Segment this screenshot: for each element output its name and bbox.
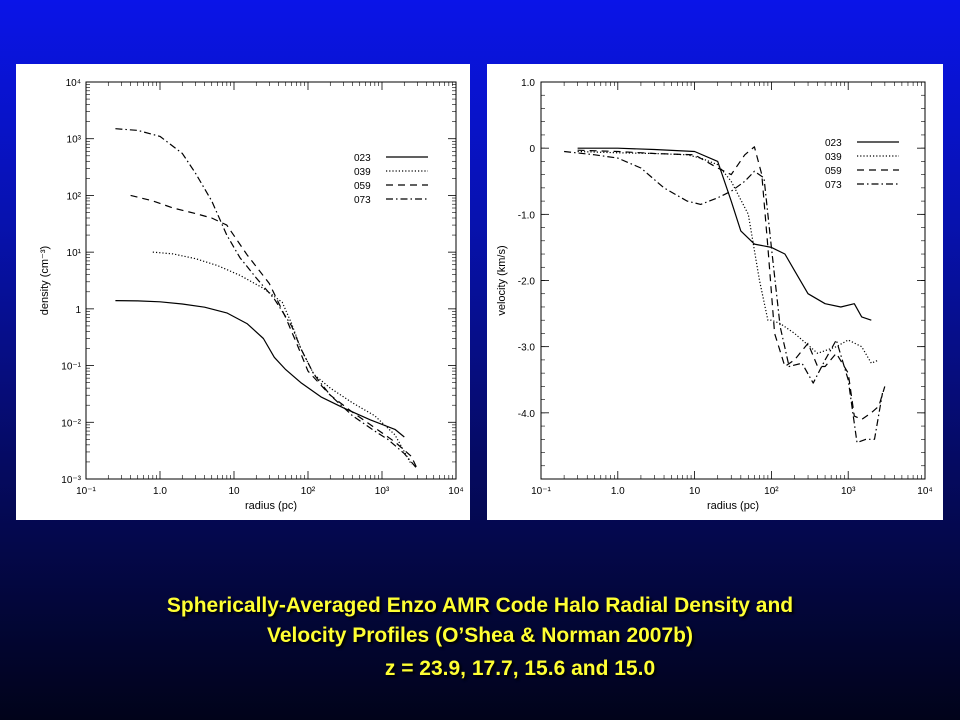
density-legend-label-073: 073: [354, 195, 371, 206]
velocity-x-tick-label: 10⁻¹: [531, 486, 551, 497]
density-x-tick-label: 1.0: [153, 486, 167, 497]
density-y-tick-label: 1: [75, 305, 81, 316]
density-series-039: [152, 251, 412, 465]
density-series-059: [130, 194, 418, 470]
density-y-tick-label: 10²: [67, 191, 82, 202]
density-x-tick-label: 10³: [375, 486, 390, 497]
density-legend-label-023: 023: [354, 153, 371, 164]
density-legend-label-059: 059: [354, 181, 371, 192]
density-x-tick-label: 10⁻¹: [76, 486, 96, 497]
density-chart: 10⁻¹ 1.0 10 10² 10³ 10⁴ 10⁻³ 10⁻² 10⁻¹ 1 10¹ 10² 10³…: [39, 78, 464, 512]
velocity-x-tick-label: 10²: [764, 486, 779, 497]
velocity-legend-label-023: 023: [825, 138, 842, 149]
caption-line-3: z = 23.9, 17.7, 15.6 and 15.0: [384, 657, 656, 680]
velocity-y-tick-label: -2.0: [518, 277, 536, 288]
velocity-y-tick-label: -1.0: [518, 210, 536, 221]
density-y-tick-label: 10⁻³: [61, 475, 81, 486]
density-x-tick-label: 10⁴: [448, 486, 463, 497]
caption-line-2: Velocity Profiles (O’Shea & Norman 2007b…: [267, 624, 693, 647]
velocity-y-axis-label: velocity (km/s): [496, 245, 508, 315]
velocity-x-tick-label: 10³: [841, 486, 856, 497]
density-x-tick-label: 10²: [301, 486, 316, 497]
density-x-axis-label: radius (pc): [245, 500, 297, 512]
density-series-073: [115, 128, 418, 470]
density-y-tick-label: 10¹: [67, 248, 82, 259]
caption-line-1: Spherically-Averaged Enzo AMR Code Halo …: [166, 594, 794, 617]
density-y-axis-label: density (cm⁻³): [39, 246, 51, 315]
velocity-series-073: [564, 150, 884, 444]
density-y-tick-label: 10⁻¹: [61, 362, 81, 373]
velocity-x-axis-label: radius (pc): [707, 500, 759, 512]
density-y-tick-label: 10⁴: [66, 78, 81, 89]
velocity-chart-panel: 10⁻¹ 1.0 10 10² 10³ 10⁴ -4.0 -3.0 -2.0 -1.0 0 1.0 ra…: [487, 64, 943, 520]
density-y-tick-label: 10⁻²: [61, 418, 81, 429]
density-chart-panel: 10⁻¹ 1.0 10 10² 10³ 10⁴ 10⁻³ 10⁻² 10⁻¹ 1 10¹ 10² 10³…: [16, 64, 470, 520]
density-y-tick-label: 10³: [67, 135, 82, 146]
velocity-legend-label-039: 039: [825, 152, 842, 163]
density-plot-frame: [85, 81, 457, 480]
density-legend-label-039: 039: [354, 167, 371, 178]
velocity-y-tick-label: -4.0: [518, 409, 536, 420]
velocity-legend-label-059: 059: [825, 166, 842, 177]
velocity-chart: 10⁻¹ 1.0 10 10² 10³ 10⁴ -4.0 -3.0 -2.0 -1.0 0 1.0 ra…: [496, 78, 933, 512]
velocity-x-tick-label: 10: [689, 486, 701, 497]
density-x-tick-label: 10: [228, 486, 240, 497]
velocity-y-tick-label: -3.0: [518, 343, 536, 354]
velocity-series-059: [577, 146, 886, 420]
velocity-y-tick-label: 1.0: [521, 78, 535, 89]
velocity-x-tick-label: 1.0: [611, 486, 625, 497]
density-series-023: [115, 300, 405, 438]
velocity-x-tick-label: 10⁴: [917, 486, 932, 497]
velocity-y-tick-label: 0: [529, 144, 535, 155]
velocity-legend-label-073: 073: [825, 180, 842, 191]
